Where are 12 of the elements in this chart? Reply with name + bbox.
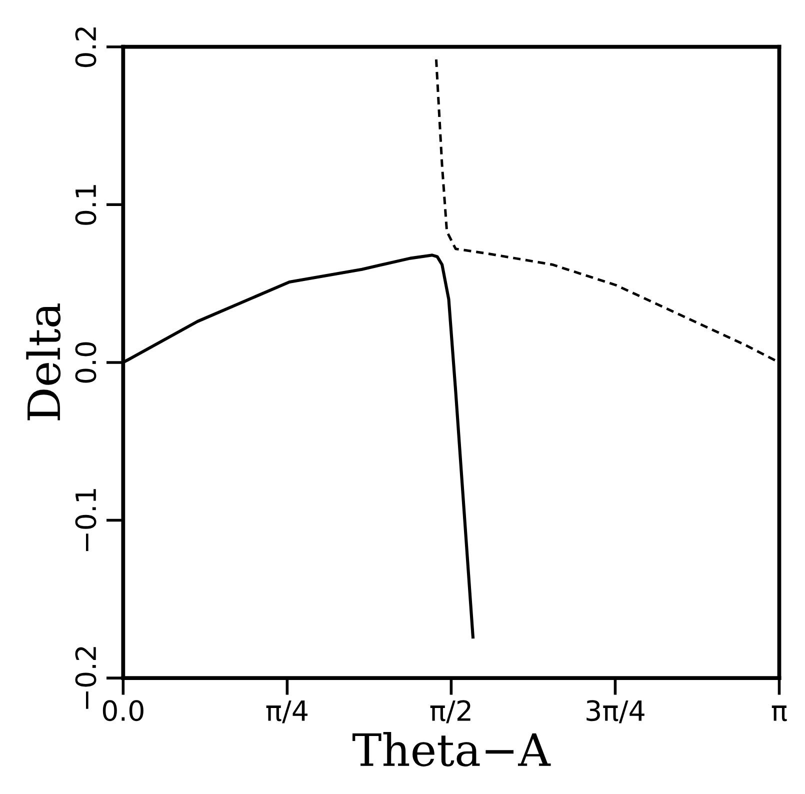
x-axis-title: Theta−A xyxy=(352,732,551,766)
x-tick-label: π/4 xyxy=(266,700,308,724)
y-tick-label: 0.1 xyxy=(75,185,96,225)
y-tick-label: 0.0 xyxy=(75,342,96,383)
y-tick-label: 0.2 xyxy=(75,28,96,68)
x-tick-label: π/2 xyxy=(430,700,470,724)
x-tick-label: π xyxy=(772,706,787,722)
y-tick-label: −0.2 xyxy=(75,647,96,709)
y-axis-title: Delta xyxy=(26,303,61,420)
y-tick-label: −0.1 xyxy=(75,489,96,552)
x-tick-label: 0.0 xyxy=(102,700,144,722)
x-tick-label: 3π/4 xyxy=(586,700,644,724)
